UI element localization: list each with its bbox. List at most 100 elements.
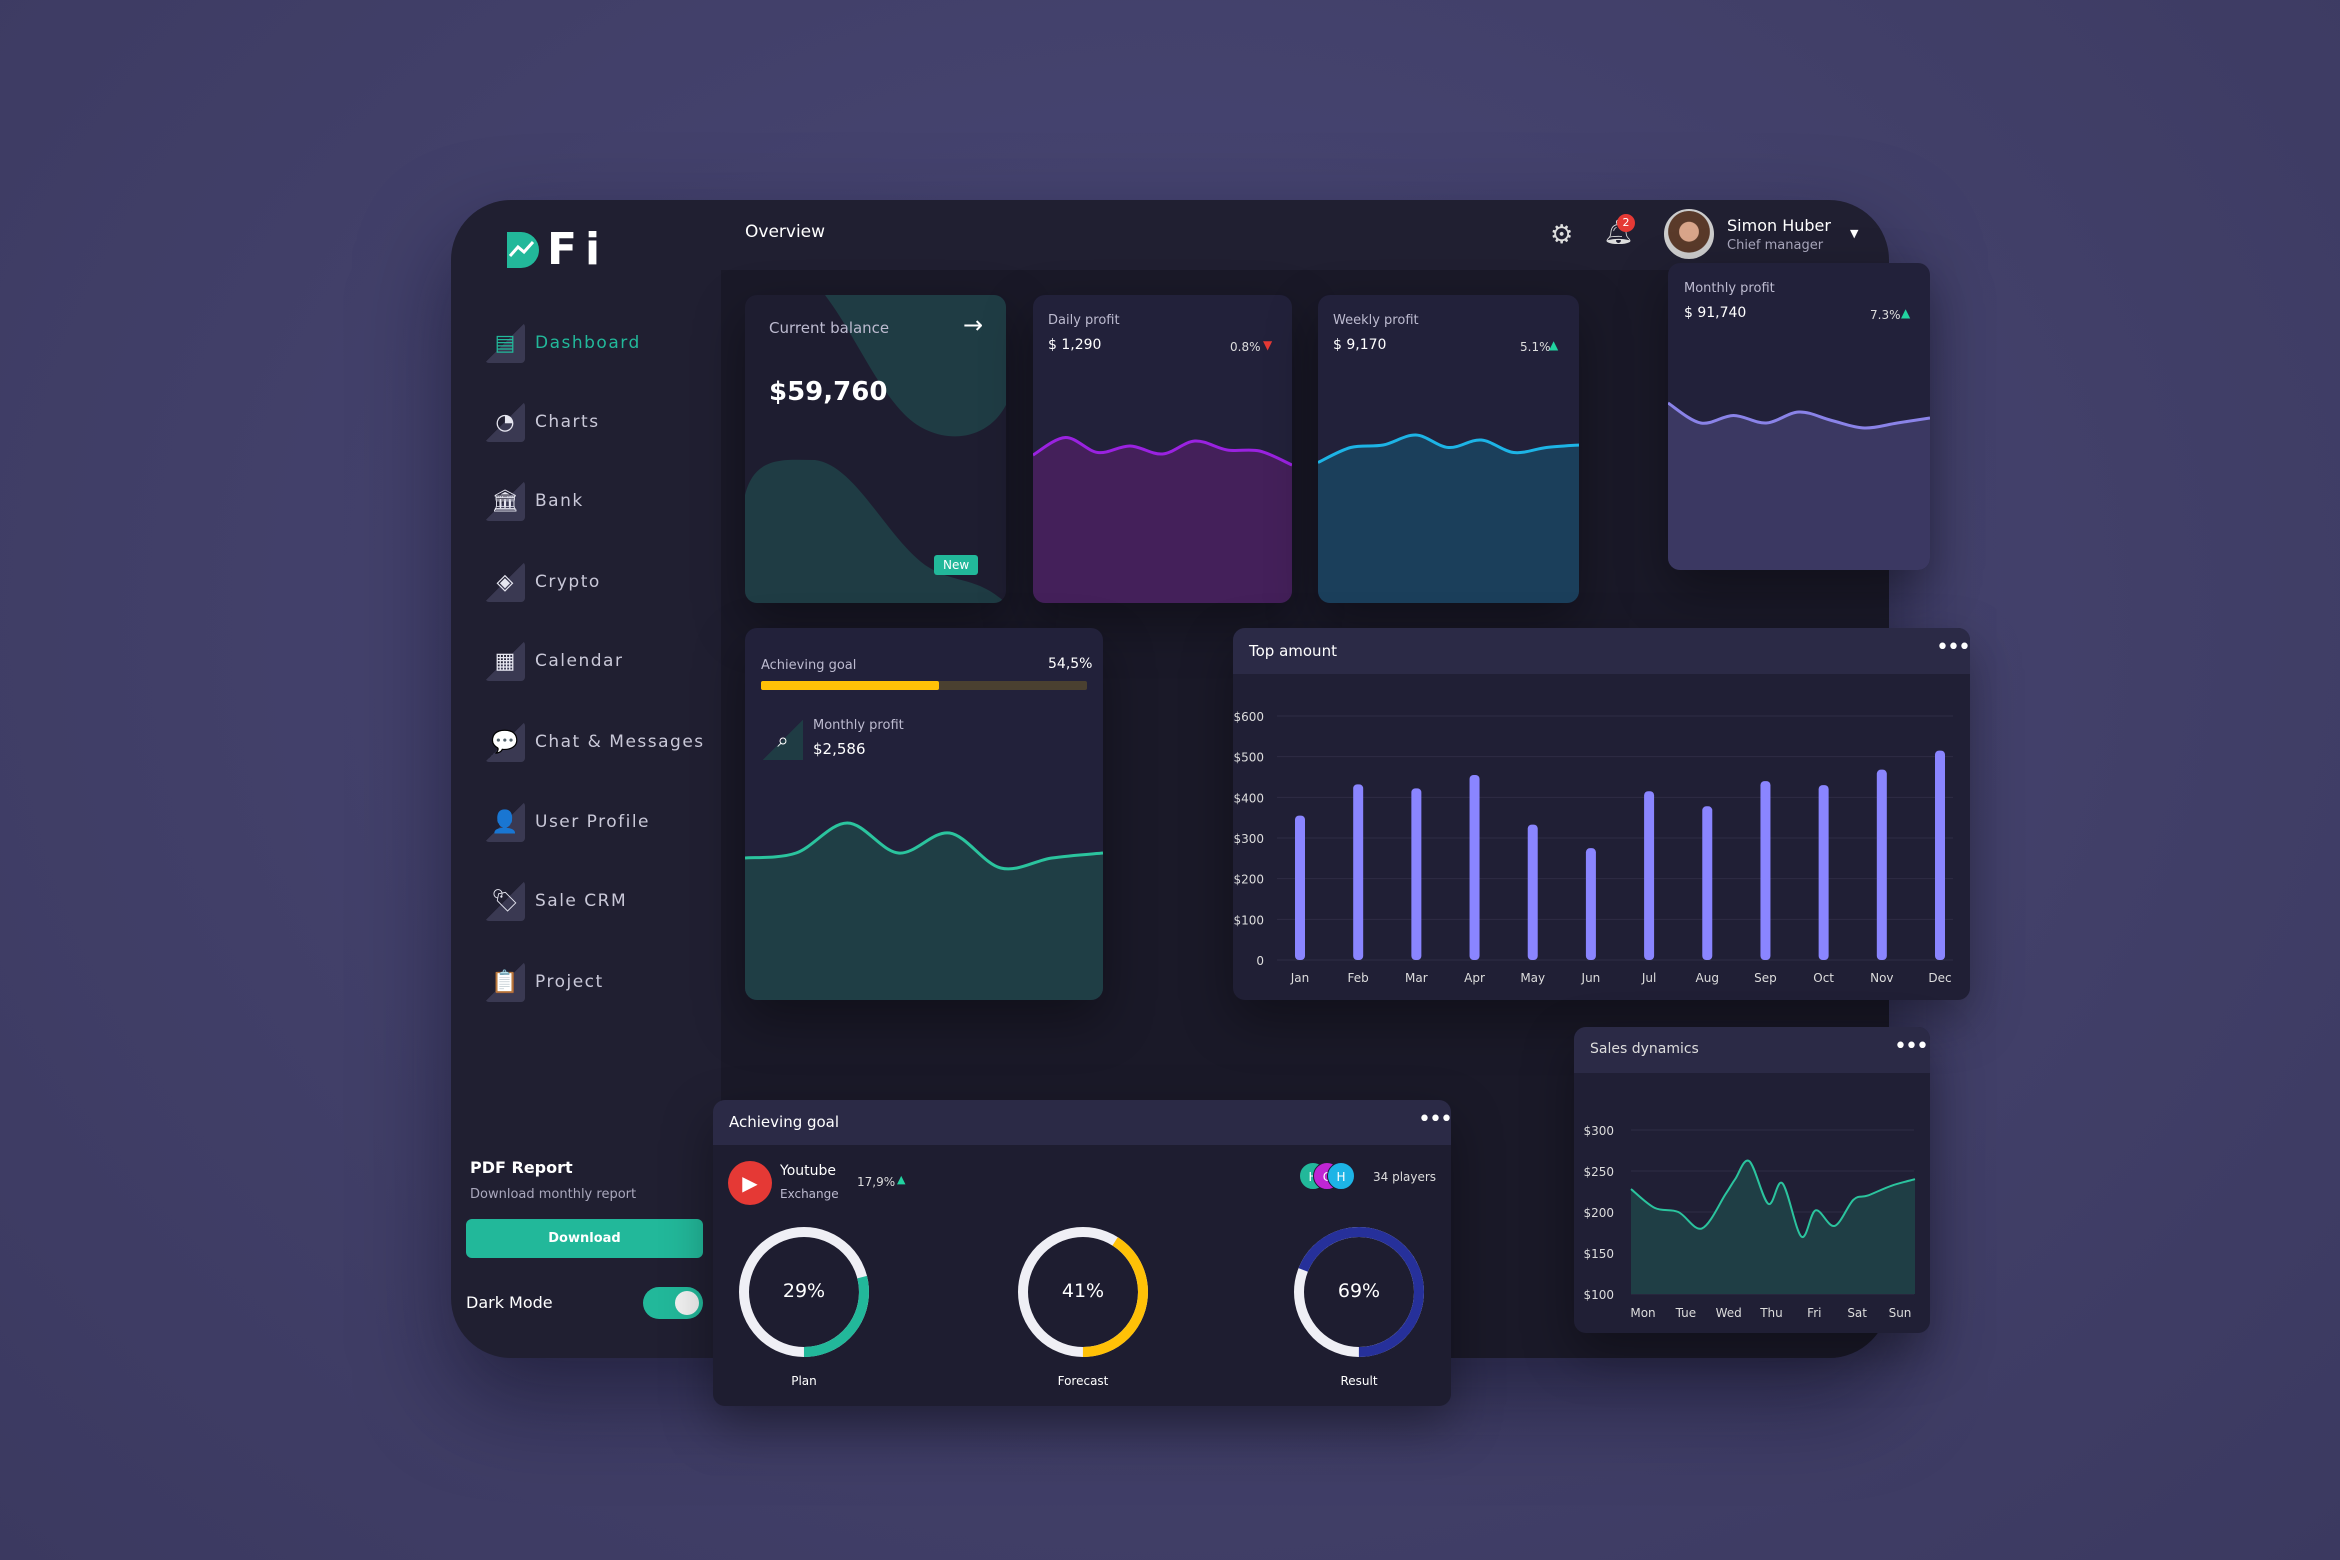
user-avatar[interactable] — [1664, 209, 1714, 259]
sidebar-item-label: Calendar — [535, 651, 624, 671]
logo: Fi — [507, 228, 608, 272]
y-tick-label: $150 — [1583, 1247, 1614, 1261]
y-tick-label: $300 — [1583, 1124, 1614, 1138]
settings-gear-icon[interactable]: ⚙ — [1550, 220, 1574, 250]
sidebar-item-sale-crm[interactable]: 🏷 Sale CRM — [485, 881, 627, 921]
achieving-goal-progress-card[interactable]: Achieving goal 54,5% ⌕ Monthly profit $2… — [745, 628, 1103, 1000]
calendar-icon: ▦ — [485, 641, 525, 681]
achieving-goal-title: Achieving goal — [729, 1113, 840, 1131]
source-name: Youtube — [780, 1163, 836, 1179]
top-amount-bar-chart: 0 $100 $200 $300 $400 $500 $600 Jan Feb Mar Apr May… — [1233, 710, 1953, 985]
current-balance-card[interactable]: Current balance → $59,760 New — [745, 295, 1006, 603]
x-tick-label: Sun — [1889, 1306, 1912, 1320]
clipboard-icon: 📋 — [485, 962, 525, 1002]
sidebar-item-label: Sale CRM — [535, 891, 628, 911]
more-options-icon[interactable]: ••• — [1936, 635, 1970, 660]
more-options-icon[interactable]: ••• — [1894, 1034, 1929, 1059]
sales-area — [1631, 1160, 1915, 1294]
x-tick-label: May — [1520, 971, 1545, 985]
monthly-profit-change: 7.3% — [1870, 308, 1901, 322]
sales-dynamics-area-chart: $100 $150 $200 $250 $300 Mon Tue Wed Thu Fri Sat Su… — [1583, 1124, 1916, 1320]
ring-value: 29% — [782, 1280, 826, 1302]
y-tick-label: $500 — [1233, 751, 1264, 765]
sidebar-item-bank[interactable]: 🏛 Bank — [485, 481, 584, 521]
sparkline-area — [1668, 403, 1930, 570]
x-tick-label: Apr — [1464, 971, 1485, 985]
logo-text: Fi — [547, 224, 609, 275]
sparkline-line — [745, 821, 1103, 871]
sparkline-area — [1318, 434, 1579, 603]
x-tick-label: Sat — [1847, 1306, 1867, 1320]
ring-value: 69% — [1337, 1280, 1381, 1302]
daily-profit-sparkline — [1033, 435, 1292, 603]
weekly-profit-change: 5.1% — [1520, 340, 1551, 354]
tag-icon: 🏷 — [485, 881, 525, 921]
sidebar-item-dashboard[interactable]: ▤ Dashboard — [485, 323, 641, 363]
sidebar-item-user-profile[interactable]: 👤 User Profile — [485, 802, 650, 842]
source-change: 17,9% — [857, 1175, 896, 1189]
notification-badge: 2 — [1617, 214, 1635, 232]
ring-label: Forecast — [1057, 1374, 1109, 1388]
page-title: Overview — [745, 222, 826, 242]
daily-profit-label: Daily profit — [1048, 313, 1120, 328]
ring-plan: 29% Plan — [734, 1222, 874, 1392]
sales-line — [1630, 1159, 1916, 1238]
bar-feb — [1353, 784, 1364, 960]
ring-label: Result — [1340, 1374, 1378, 1388]
dark-mode-toggle[interactable] — [643, 1287, 703, 1319]
bar-may — [1527, 824, 1538, 960]
top-amount-title: Top amount — [1249, 642, 1337, 660]
sidebar-item-project[interactable]: 📋 Project — [485, 962, 604, 1002]
pdf-report-subtitle: Download monthly report — [470, 1187, 637, 1202]
ring-progress — [739, 1227, 869, 1357]
top-amount-header — [1233, 628, 1970, 674]
youtube-play-icon: ▶ — [728, 1161, 772, 1205]
sidebar-item-label: Dashboard — [535, 333, 641, 353]
x-tick-label: Thu — [1759, 1306, 1783, 1320]
dashboard-icon: ▤ — [485, 323, 525, 363]
bar-jan — [1295, 815, 1305, 960]
user-menu-chevron-icon[interactable]: ▼ — [1850, 227, 1859, 240]
analytics-icon: ⌕ — [763, 720, 803, 760]
monthly-profit-label: Monthly profit — [1684, 281, 1775, 296]
goal-progress-bar — [761, 681, 1087, 690]
sparkline-line — [1033, 435, 1292, 467]
sidebar-item-label: User Profile — [535, 812, 651, 832]
sparkline-area — [1033, 437, 1292, 603]
ring-value: 41% — [1061, 1280, 1105, 1302]
pie-chart-icon: ◔ — [485, 402, 525, 442]
sidebar-item-label: Crypto — [535, 572, 601, 592]
weekly-profit-card[interactable]: Weekly profit $ 9,170 5.1% ▲ — [1318, 295, 1579, 603]
bar-sep — [1760, 781, 1771, 960]
ring-result: 69% Result — [1289, 1222, 1429, 1392]
bar-nov — [1876, 769, 1887, 960]
goal-sparkline — [745, 821, 1103, 1000]
sparkline-area — [745, 823, 1103, 1000]
more-options-icon[interactable]: ••• — [1418, 1107, 1451, 1132]
weekly-profit-value: $ 9,170 — [1333, 337, 1387, 353]
sidebar-item-calendar[interactable]: ▦ Calendar — [485, 641, 623, 681]
daily-profit-value: $ 1,290 — [1048, 337, 1102, 353]
top-amount-card: Top amount ••• 0 $100 $200 $300 $400 $500 $600… — [1233, 628, 1970, 1000]
bar-aug — [1702, 806, 1713, 960]
monthly-profit-card[interactable]: Monthly profit $ 91,740 7.3% ▲ — [1668, 263, 1930, 570]
weekly-profit-label: Weekly profit — [1333, 313, 1419, 328]
trend-up-icon: ▲ — [1901, 306, 1911, 320]
sidebar-item-crypto[interactable]: ◈ Crypto — [485, 562, 601, 602]
x-tick-label: Jan — [1290, 971, 1310, 985]
layers-icon: ◈ — [485, 562, 525, 602]
daily-profit-card[interactable]: Daily profit $ 1,290 0.8% ▼ — [1033, 295, 1292, 603]
sidebar-item-chat-messages[interactable]: 💬 Chat & Messages — [485, 722, 705, 762]
chat-icon: 💬 — [485, 722, 525, 762]
daily-profit-change: 0.8% — [1230, 340, 1261, 354]
y-tick-label: $300 — [1233, 832, 1264, 846]
monthly-profit-sub-label: Monthly profit — [813, 718, 904, 733]
sidebar-item-charts[interactable]: ◔ Charts — [485, 402, 600, 442]
sidebar-item-label: Project — [535, 972, 604, 992]
arrow-right-icon[interactable]: → — [963, 311, 984, 339]
download-button[interactable]: Download — [466, 1219, 703, 1258]
y-tick-label: 0 — [1256, 954, 1264, 968]
user-name[interactable]: Simon Huber — [1727, 216, 1831, 235]
bar-jul — [1644, 791, 1655, 960]
trend-up-icon: ▲ — [1549, 338, 1559, 352]
